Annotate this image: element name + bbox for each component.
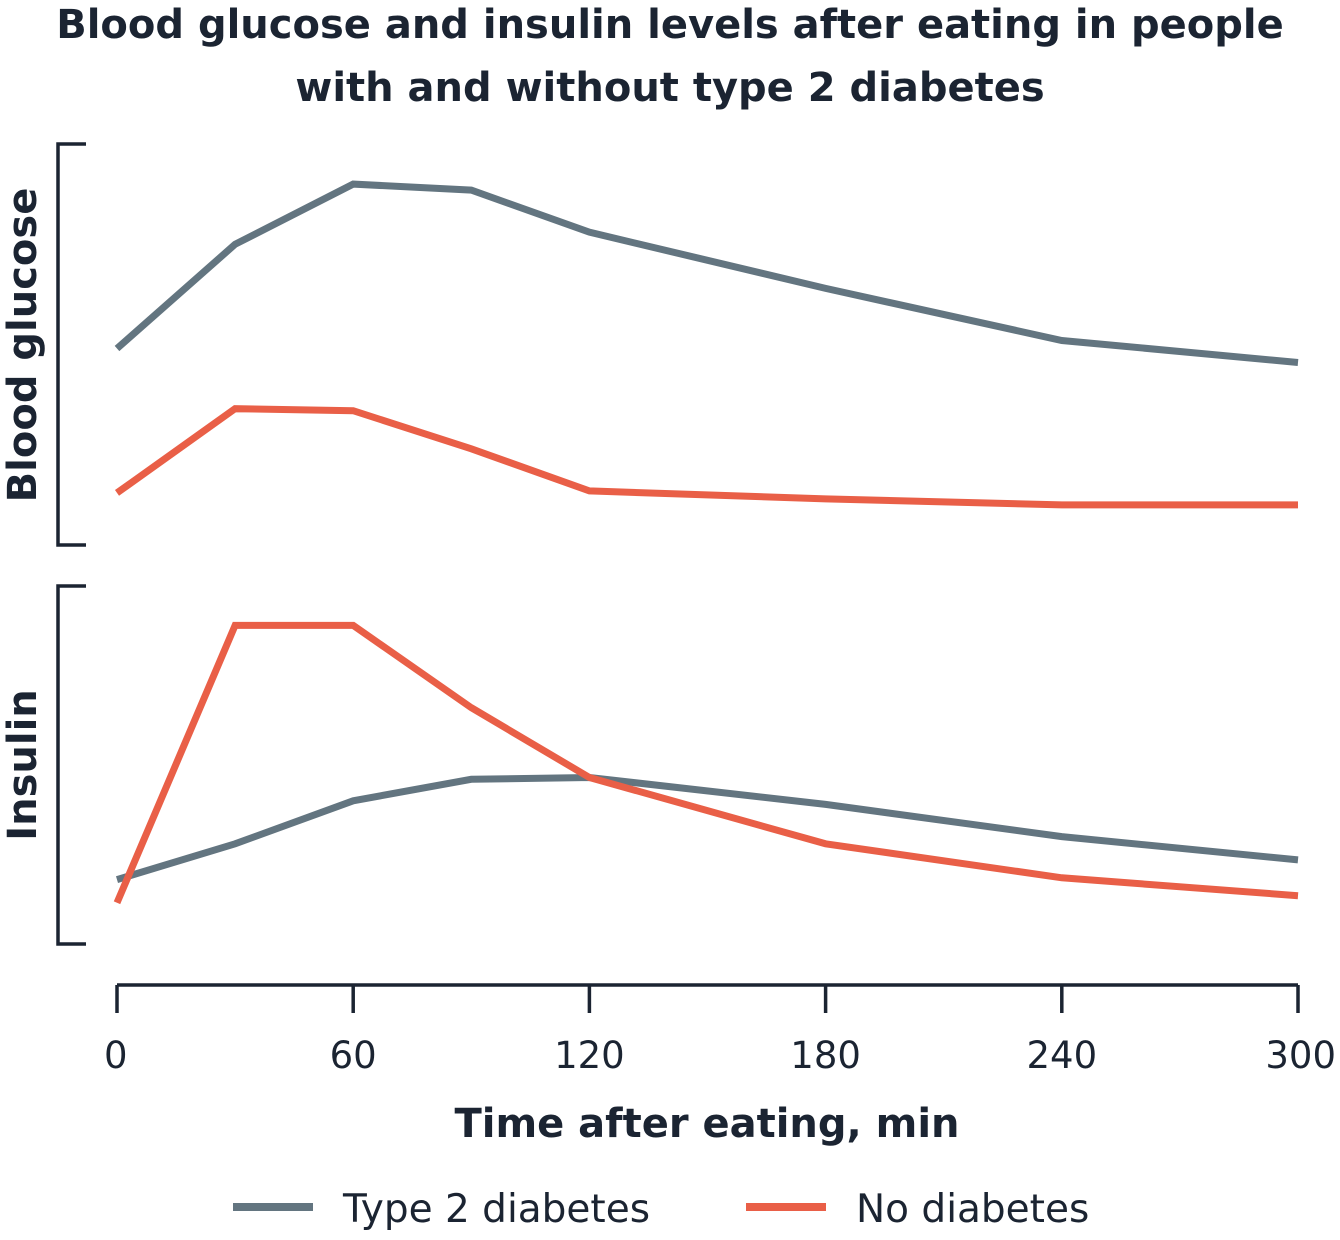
glucose-series-group [114, 180, 1299, 509]
legend: Type 2 diabetes No diabetes [233, 1187, 1089, 1232]
x-axis: 0 60 120 180 240 300 Time after eating, min [104, 983, 1336, 1147]
x-tick-label-240: 240 [1026, 1034, 1097, 1077]
x-tick-label-300: 300 [1265, 1034, 1336, 1077]
x-ticks: 0 60 120 180 240 300 [104, 985, 1336, 1077]
x-tick-label-0: 0 [104, 1034, 128, 1077]
legend-item-type2: Type 2 diabetes [233, 1187, 650, 1232]
chart-title-line-2: with and without type 2 diabetes [295, 65, 1044, 111]
insulin-y-axis-bracket [56, 584, 86, 946]
legend-label-type2: Type 2 diabetes [342, 1187, 650, 1232]
chart-title: Blood glucose and insulin levels after e… [56, 2, 1284, 111]
insulin-y-axis-label: Insulin [0, 689, 46, 841]
x-tick-label-60: 60 [330, 1034, 377, 1077]
insulin-line-type2 [115, 773, 1299, 883]
glucose-y-axis-label: Blood glucose [0, 188, 46, 503]
legend-item-no-diabetes: No diabetes [746, 1187, 1089, 1232]
legend-label-no-diabetes: No diabetes [856, 1187, 1089, 1232]
glucose-panel: Blood glucose [0, 142, 1299, 547]
x-tick-label-180: 180 [790, 1034, 861, 1077]
insulin-line-no-diabetes [113, 621, 1299, 905]
x-tick-label-120: 120 [554, 1034, 625, 1077]
x-axis-label: Time after eating, min [454, 1101, 959, 1147]
glucose-line-type2 [114, 180, 1299, 366]
glucose-y-axis-bracket [56, 142, 86, 547]
insulin-panel: Insulin [0, 584, 1299, 946]
glucose-line-no-diabetes [114, 405, 1298, 509]
insulin-series-group [113, 621, 1299, 905]
chart-title-line-1: Blood glucose and insulin levels after e… [56, 2, 1284, 48]
